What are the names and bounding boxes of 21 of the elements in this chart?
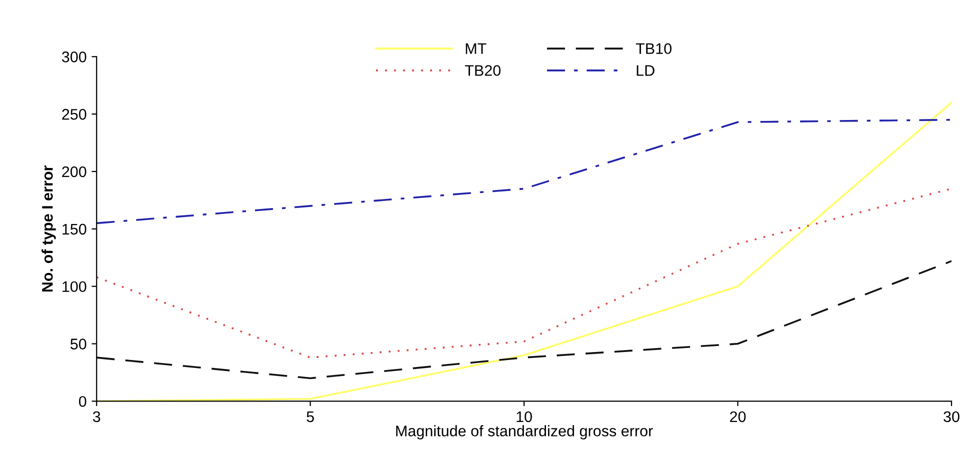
y-axis-title: No. of type I error (42, 165, 56, 292)
y-tick-label: 300 (62, 52, 86, 62)
x-axis-title: Magnitude of standardized gross error (396, 425, 653, 440)
legend-label: TB20 (464, 65, 501, 76)
line-series (96, 260, 952, 380)
legend-label: TB10 (636, 43, 672, 54)
x-tick-label: 5 (306, 411, 314, 422)
y-tick-label: 100 (62, 281, 86, 292)
x-tick-label: 3 (92, 411, 100, 422)
x-tick-label: 30 (944, 411, 960, 422)
y-tick-label: 250 (62, 108, 86, 120)
line-series (96, 188, 952, 358)
y-tick-label: 200 (62, 166, 86, 178)
line-series (96, 118, 952, 224)
x-tick-label: 10 (516, 411, 532, 422)
x-tick-label: 20 (730, 411, 746, 422)
y-tick-label: 150 (62, 224, 86, 235)
y-tick-label: 50 (70, 338, 86, 350)
legend-label: MT (466, 43, 486, 54)
legend-label: LD (636, 65, 654, 76)
y-tick-label: 0 (78, 396, 86, 407)
